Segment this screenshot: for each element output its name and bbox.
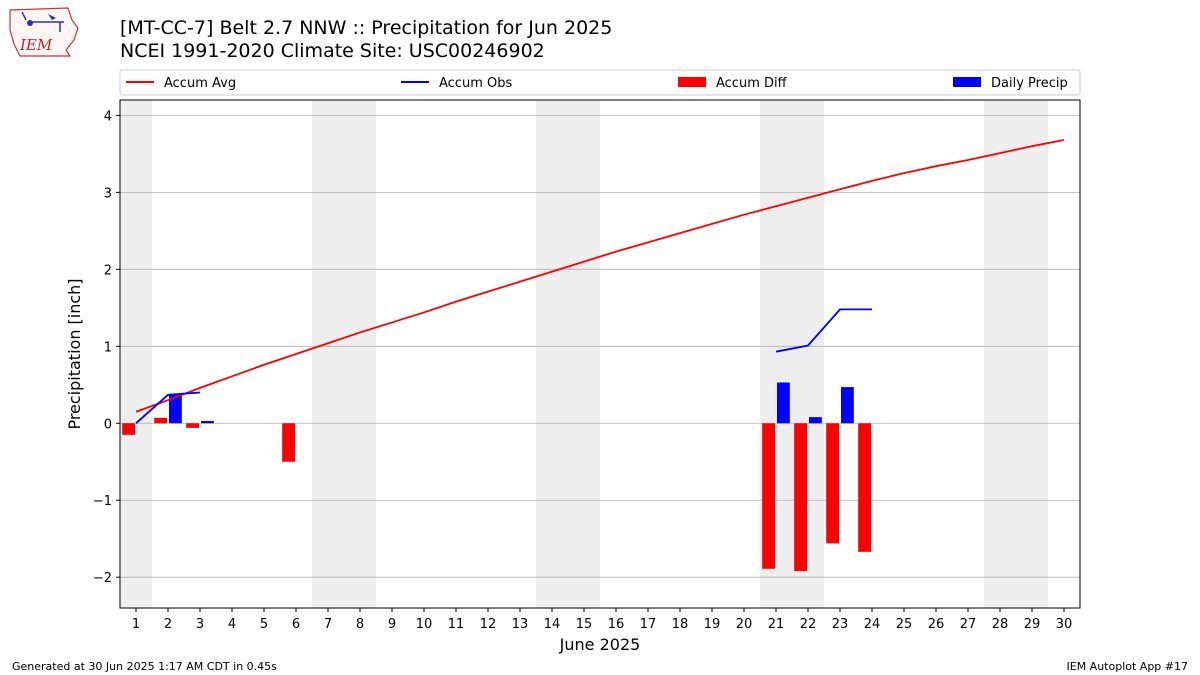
- daily-precip-bar: [169, 394, 182, 424]
- daily-precip-bar: [201, 420, 214, 424]
- accum-diff-bar: [826, 423, 839, 544]
- x-tick-label: 4: [228, 617, 236, 632]
- x-tick-label: 11: [448, 617, 465, 632]
- y-axis-label: Precipitation [inch]: [65, 278, 84, 429]
- x-tick-label: 28: [992, 617, 1009, 632]
- legend-swatch-accum-diff: [678, 77, 706, 87]
- lines-layer: [135, 139, 1065, 424]
- x-tick-label: 6: [292, 617, 300, 632]
- y-tick-label: −2: [93, 571, 112, 586]
- x-tick-label: 5: [260, 617, 268, 632]
- weekend-shading: [120, 100, 1048, 608]
- x-tick-label: 12: [480, 617, 497, 632]
- plot-frame: [119, 99, 1081, 609]
- accum-obs-line: [775, 308, 872, 353]
- bars-layer: [122, 382, 871, 572]
- x-tick-label: 20: [736, 617, 753, 632]
- chart-title: [MT-CC-7] Belt 2.7 NNW :: Precipitation …: [120, 17, 613, 39]
- x-tick-label: 24: [864, 617, 881, 632]
- x-tick-label: 19: [704, 617, 721, 632]
- x-tick-label: 16: [608, 617, 625, 632]
- x-tick-label: 10: [416, 617, 433, 632]
- x-tick-label: 30: [1056, 617, 1073, 632]
- x-tick-label: 15: [576, 617, 593, 632]
- chart-subtitle: NCEI 1991-2020 Climate Site: USC00246902: [120, 40, 545, 62]
- x-tick-label: 2: [164, 617, 172, 632]
- accum-diff-bar: [282, 423, 295, 462]
- accum-diff-bar: [794, 423, 807, 572]
- daily-precip-bar: [841, 387, 854, 424]
- x-tick-label: 25: [896, 617, 913, 632]
- x-tick-label: 27: [960, 617, 977, 632]
- iem-logo-text: IEM: [19, 36, 53, 54]
- x-tick-label: 17: [640, 617, 657, 632]
- x-axis-ticks: 1 2 3 4 5 6 7 8 9 10 11 12 13 14 15 16 17 18 19 20 21 22 23 24 2…: [132, 608, 1072, 632]
- iem-logo: IEM: [8, 6, 80, 62]
- footer-app-text: IEM Autoplot App #17: [1066, 660, 1189, 673]
- legend-swatch-daily-precip: [953, 77, 981, 87]
- x-tick-label: 23: [832, 617, 849, 632]
- x-tick-label: 14: [544, 617, 561, 632]
- x-tick-label: 8: [356, 617, 364, 632]
- weekend-shade: [120, 100, 152, 608]
- x-tick-label: 18: [672, 617, 689, 632]
- legend-box: [119, 69, 1081, 96]
- accum-diff-bar: [122, 423, 135, 435]
- accum-diff-bar: [186, 423, 199, 428]
- footer-generated-text: Generated at 30 Jun 2025 1:17 AM CDT in …: [12, 660, 277, 673]
- y-tick-label: 0: [104, 417, 112, 432]
- daily-precip-bar: [777, 382, 790, 424]
- y-tick-label: 1: [104, 340, 112, 355]
- y-tick-label: 2: [104, 263, 112, 278]
- x-tick-label: 22: [800, 617, 817, 632]
- accum-avg-line: [135, 139, 1065, 413]
- accum-diff-bar: [762, 423, 775, 569]
- accum-obs-line: [135, 391, 201, 424]
- legend: Accum Avg Accum Obs Accum Diff Daily Precip: [119, 69, 1081, 96]
- y-tick-label: 4: [104, 109, 112, 124]
- legend-label-daily-precip: Daily Precip: [991, 76, 1068, 91]
- legend-label-accum-avg: Accum Avg: [164, 76, 236, 91]
- accum-diff-bar: [858, 423, 871, 552]
- y-axis-ticks: −2 −1 0 1 2 3 4: [93, 109, 120, 586]
- legend-label-accum-obs: Accum Obs: [439, 76, 512, 91]
- x-tick-label: 1: [132, 617, 140, 632]
- y-gridlines: [120, 114, 1080, 578]
- weekend-shade: [984, 100, 1048, 608]
- x-axis-label: June 2025: [559, 635, 641, 654]
- accum-diff-bar: [154, 417, 167, 424]
- weekend-shade: [312, 100, 376, 608]
- x-tick-label: 3: [196, 617, 204, 632]
- x-tick-label: 21: [768, 617, 785, 632]
- weekend-shade: [536, 100, 600, 608]
- y-tick-label: −1: [93, 494, 112, 509]
- x-tick-label: 26: [928, 617, 945, 632]
- x-tick-label: 9: [388, 617, 396, 632]
- x-tick-label: 13: [512, 617, 529, 632]
- y-tick-label: 3: [104, 186, 112, 201]
- legend-label-accum-diff: Accum Diff: [716, 76, 788, 91]
- x-tick-label: 7: [324, 617, 332, 632]
- x-tick-label: 29: [1024, 617, 1041, 632]
- daily-precip-bar: [809, 417, 822, 424]
